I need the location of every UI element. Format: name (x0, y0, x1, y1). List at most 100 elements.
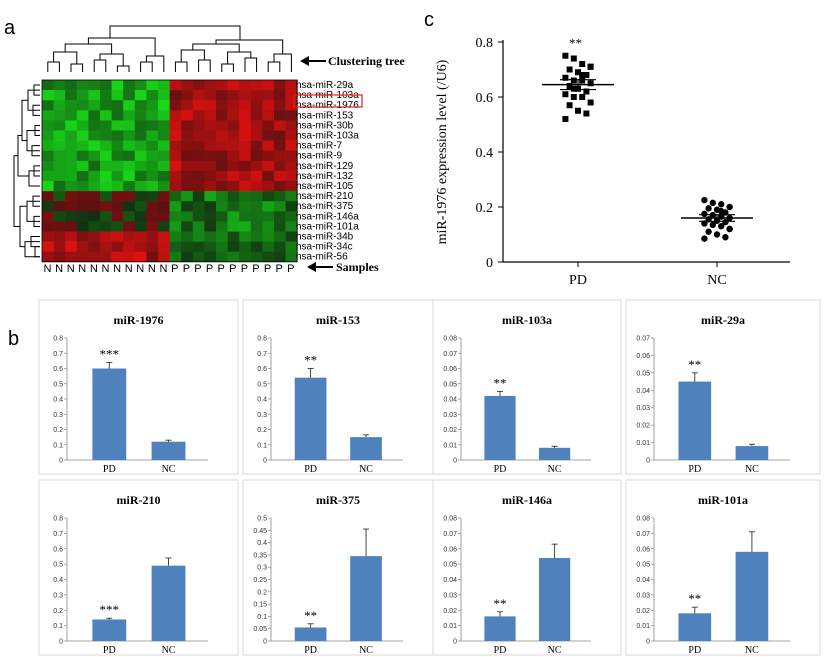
heatmap-cell (239, 90, 252, 101)
heatmap-cell (146, 221, 159, 232)
sample-label: P (183, 263, 190, 275)
heatmap-cell (42, 211, 54, 222)
heatmap-cell (274, 90, 286, 101)
heatmap-cell (227, 160, 240, 172)
y-tick-label: 0.5 (257, 516, 267, 523)
panel-letter-a: a (4, 17, 16, 39)
heatmap-cell (146, 231, 159, 242)
heatmap-cell (285, 251, 298, 263)
chart-title: miR-146a (502, 493, 552, 507)
heatmap-cell (169, 241, 182, 252)
gene-label: hsa-miR-7 (296, 141, 343, 152)
heatmap-cell (181, 150, 194, 162)
heatmap-cell (227, 100, 240, 111)
heatmap-cell (111, 211, 124, 222)
chart-title: miR-101a (698, 493, 748, 507)
heatmap-cell (216, 191, 228, 202)
y-axis-label: miR-1976 expression level (/U6) (435, 59, 450, 244)
heatmap-cell (134, 140, 147, 151)
heatmap-cell (146, 181, 159, 192)
heatmap-cell (123, 90, 136, 101)
heatmap-cell (42, 201, 54, 212)
heatmap-cell (111, 110, 124, 121)
y-tick-label: 0.02 (443, 608, 457, 615)
heatmap-cell (100, 251, 112, 263)
heatmap-cell (111, 181, 124, 192)
bar-pd (484, 616, 516, 641)
y-tick-label: 0 (59, 458, 63, 465)
y-tick-label: 0 (453, 458, 457, 465)
heatmap-cell (169, 231, 182, 242)
heatmap-cell (250, 140, 263, 151)
heatmap-cell (262, 251, 275, 263)
sample-label: P (171, 263, 178, 275)
y-tick-label: 0.07 (443, 531, 457, 538)
heatmap-cell (227, 130, 240, 141)
data-point-nc (701, 210, 708, 218)
heatmap-cell (65, 211, 78, 222)
heatmap-cell (285, 160, 298, 172)
heatmap-cell (250, 181, 263, 192)
heatmap-cell (146, 110, 159, 121)
dendrogram-branch (244, 57, 258, 72)
y-tick-label: 0.04 (443, 577, 457, 584)
heatmap-cell (239, 201, 252, 212)
heatmap-cell (88, 100, 101, 111)
y-tick-label: 0.3 (53, 412, 63, 419)
y-tick-label: 0.5 (53, 562, 63, 569)
bar-nc (735, 446, 769, 460)
heatmap-cell (227, 241, 240, 252)
sample-label: P (206, 263, 213, 275)
heatmap-cell (227, 191, 240, 202)
heatmap-cell (239, 251, 252, 263)
heatmap-cell (227, 150, 240, 162)
y-tick-label: 0.08 (443, 516, 457, 523)
heatmap-cell (216, 201, 228, 212)
heatmap-cell (123, 110, 136, 121)
heatmap-cell (169, 80, 182, 91)
heatmap-cell (53, 150, 66, 162)
heatmap-cell (204, 211, 217, 222)
heatmap-cell (88, 201, 101, 212)
heatmap-cell (285, 130, 298, 141)
dendrogram-branch (140, 61, 153, 72)
gene-label: hsa-miR-375 (296, 201, 354, 212)
data-point-pd (583, 72, 590, 78)
heatmap-cell (169, 90, 182, 101)
heatmap-cell (42, 80, 54, 91)
dendrogram-branch (47, 61, 60, 72)
heatmap-cell (274, 110, 286, 121)
heatmap-cell (250, 110, 263, 121)
gene-label: hsa-miR-9 (296, 151, 343, 162)
heatmap-cell (146, 211, 159, 222)
chart-frame (38, 479, 239, 656)
x-tick-label: NC (745, 464, 759, 475)
heatmap-cell (250, 90, 263, 101)
heatmap-cell (100, 221, 112, 232)
heatmap-cell (42, 170, 54, 182)
dendrogram-branch (21, 99, 28, 142)
y-tick-label: 0.15 (253, 602, 267, 609)
heatmap-cell (181, 191, 194, 202)
heatmap-cell (111, 241, 124, 252)
heatmap-cell (192, 90, 205, 101)
heatmap-cell (181, 90, 194, 101)
heatmap-cell (65, 140, 78, 151)
bar-nc (151, 565, 186, 641)
significance-label: ** (494, 596, 507, 611)
x-tick-label: NC (162, 645, 176, 656)
heatmap-cell (76, 150, 89, 162)
bar-chart-miR-146a: miR-146a 0 0.01 0.02 0.03 0.04 0.05 0.06 0.07 0.0… (432, 479, 622, 656)
bar-chart-miR-375: miR-375 0 0.05 0.1 0.15 0.2 0.25 0.3 0.35 0.4 0.45… (242, 479, 434, 656)
heatmap-cell (192, 110, 205, 121)
heatmap-cell (274, 160, 286, 172)
y-tick-label: 0.4 (257, 397, 267, 404)
x-tick-label: PD (304, 645, 317, 656)
heatmap-cell (250, 130, 263, 141)
heatmap-cell (146, 201, 159, 212)
heatmap-cell (169, 221, 182, 232)
heatmap-cell (100, 90, 112, 101)
heatmap-cell (76, 80, 89, 91)
x-tick-label: NC (548, 464, 562, 475)
y-tick-label: 0.6 (53, 366, 63, 373)
